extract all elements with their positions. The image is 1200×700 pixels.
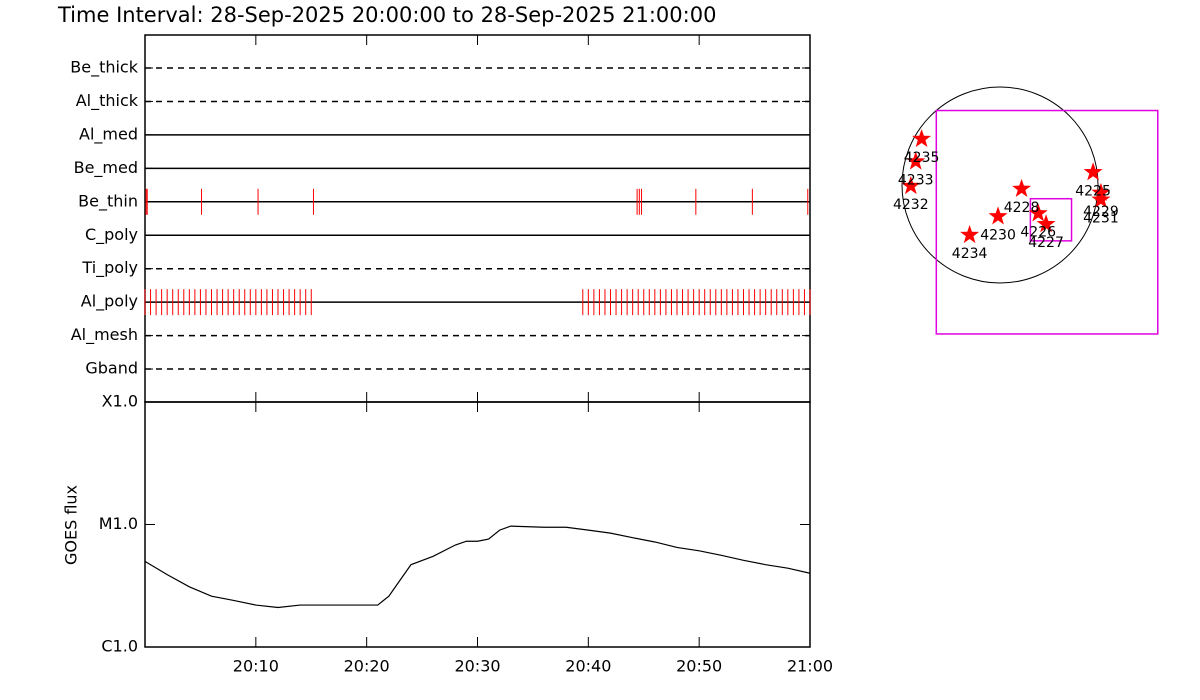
region-label: 4227	[1028, 235, 1064, 251]
region-star	[912, 128, 932, 148]
y-tick-label: Be_med	[74, 158, 138, 178]
region-star	[1083, 162, 1103, 181]
x-tick-label: 20:50	[676, 657, 722, 676]
goes-flux-line	[144, 525, 811, 609]
region-label: 4233	[898, 172, 934, 188]
solar-disk	[901, 86, 1099, 284]
chart-title: Time Interval: 28-Sep-2025 20:00:00 to 2…	[57, 3, 716, 27]
y-axis-label: GOES flux	[62, 485, 81, 565]
y-tick-label: Be_thin	[78, 191, 138, 211]
field-of-view-box	[935, 109, 1159, 335]
region-label: 4228	[1004, 200, 1040, 216]
x-tick-label: 20:30	[454, 657, 500, 676]
region-label: 4232	[893, 197, 929, 213]
region-star	[906, 151, 926, 170]
region-star	[960, 224, 980, 244]
y-tick-label: Gband	[85, 359, 138, 378]
region-label: 4234	[952, 246, 988, 262]
region-star	[1012, 178, 1032, 198]
y-tick-label: Be_thick	[70, 58, 138, 78]
region-star	[1036, 214, 1056, 233]
y-tick-label: X1.0	[102, 392, 138, 411]
region-star	[1091, 189, 1111, 208]
x-tick-label: 20:40	[565, 657, 611, 676]
region-star	[988, 206, 1008, 225]
x-tick-label: 20:10	[233, 657, 279, 676]
region-label: 4230	[980, 227, 1016, 243]
y-tick-label: Al_med	[79, 124, 138, 144]
region-label: 4225	[1075, 183, 1111, 199]
field-of-view-box	[1029, 197, 1073, 242]
y-tick-label: M1.0	[99, 514, 138, 533]
region-label: 4231	[1083, 211, 1119, 227]
region-label: 4229	[1083, 204, 1119, 220]
y-tick-label: Al_mesh	[71, 325, 138, 345]
region-label: 4235	[904, 150, 940, 166]
region-star	[901, 175, 921, 195]
region-star	[1028, 203, 1048, 222]
y-tick-label: Al_poly	[81, 292, 138, 312]
y-tick-label: Al_thick	[76, 91, 139, 111]
region-label: 4226	[1020, 224, 1056, 240]
y-tick-label: Ti_poly	[81, 258, 138, 278]
x-tick-label: 21:00	[787, 657, 833, 676]
y-tick-label: C1.0	[101, 637, 138, 656]
y-tick-label: C_poly	[85, 225, 138, 245]
x-tick-label: 20:20	[344, 657, 390, 676]
